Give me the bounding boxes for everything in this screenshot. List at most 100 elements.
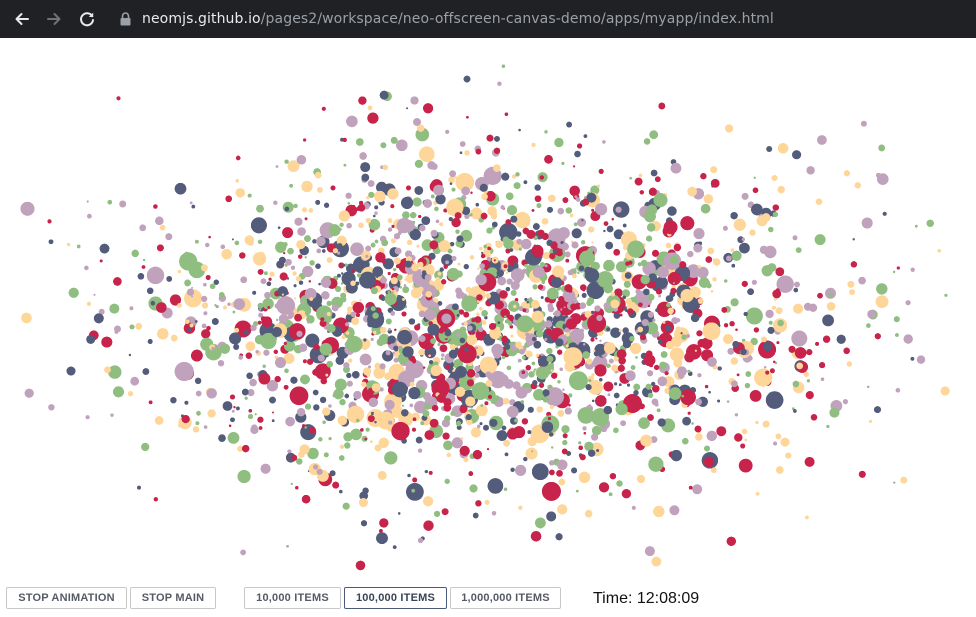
bubble [495, 240, 503, 248]
bubble [282, 227, 294, 239]
bubble [428, 470, 433, 475]
bubble [294, 313, 302, 322]
bubble [610, 327, 621, 339]
bubble [363, 347, 367, 350]
bubble [371, 411, 375, 416]
bubble [559, 367, 563, 371]
bubble [290, 376, 298, 384]
bubble [515, 341, 523, 349]
bubble [460, 229, 473, 242]
bubble [706, 283, 712, 289]
bubble [401, 196, 414, 209]
bubble [497, 321, 501, 324]
bubble [423, 520, 434, 531]
bubble [773, 441, 777, 446]
forward-button[interactable] [42, 7, 66, 31]
bubble [439, 267, 444, 272]
bubble [283, 385, 289, 390]
bubble [557, 410, 565, 417]
bubble [194, 377, 202, 384]
bubble [750, 337, 758, 346]
bubble [895, 333, 899, 337]
bubble [392, 545, 397, 549]
bubble [498, 374, 509, 385]
bubble [730, 212, 738, 220]
bubble [434, 510, 441, 517]
bubble [277, 226, 281, 229]
bubble [363, 367, 372, 376]
bubble [419, 146, 435, 162]
bubble [705, 256, 713, 263]
back-button[interactable] [10, 7, 34, 31]
bubble [561, 448, 568, 455]
bubble [347, 306, 353, 312]
bubble [302, 359, 307, 364]
bubble [489, 419, 498, 427]
bubble [549, 404, 554, 409]
bubble [255, 350, 259, 354]
bubble [893, 481, 896, 484]
bubble [402, 346, 414, 358]
bubble [624, 272, 632, 279]
bubble [367, 415, 375, 422]
bubble [670, 450, 682, 462]
bubble [275, 241, 287, 253]
bubble [86, 335, 96, 344]
bubble [379, 387, 384, 392]
bubble [21, 312, 32, 324]
bubble [565, 332, 570, 337]
bubble [591, 261, 600, 271]
bubble [876, 283, 888, 295]
bubble [577, 407, 595, 424]
bubble [417, 537, 424, 544]
bubble [486, 256, 492, 262]
bubble [345, 331, 350, 335]
bubble [433, 184, 444, 196]
bubble [687, 186, 697, 197]
bubble [749, 229, 756, 236]
bubble [700, 204, 711, 214]
bubble [205, 242, 210, 248]
bubble [342, 137, 347, 142]
bubble [444, 478, 450, 484]
bubble [513, 304, 517, 309]
bubble [66, 366, 76, 376]
bubble [366, 409, 385, 428]
bubble [290, 482, 293, 486]
bubble [170, 334, 178, 342]
bubble [777, 186, 785, 194]
bubble [819, 362, 826, 369]
address-bar[interactable]: neomjs.github.io/pages2/workspace/neo-of… [108, 4, 976, 34]
bubble [233, 298, 245, 310]
bubble [916, 355, 926, 364]
bubble [437, 272, 442, 276]
bubble [595, 337, 598, 340]
bubble [387, 227, 393, 232]
bubble [454, 176, 457, 179]
bubble [233, 406, 236, 409]
bubble [555, 338, 564, 347]
bubble [647, 304, 651, 308]
bubble [522, 308, 527, 313]
bubble [541, 218, 549, 225]
bubble [93, 313, 104, 324]
bubble [339, 222, 344, 227]
bubble [557, 504, 568, 515]
bubble [772, 289, 781, 299]
bubble [333, 388, 344, 400]
bubble [692, 484, 703, 495]
reload-button[interactable] [75, 7, 99, 31]
bubble [510, 334, 514, 338]
bubble [213, 279, 219, 285]
bubble [363, 338, 367, 342]
bubble [456, 313, 460, 317]
bubble [503, 439, 511, 447]
offscreen-canvas[interactable] [0, 38, 976, 578]
bubble [313, 404, 320, 411]
bubble [203, 283, 207, 287]
bubble [481, 251, 484, 254]
bubble [150, 300, 156, 306]
bubble [299, 444, 310, 455]
bubble [388, 328, 391, 331]
bubble [543, 252, 551, 260]
